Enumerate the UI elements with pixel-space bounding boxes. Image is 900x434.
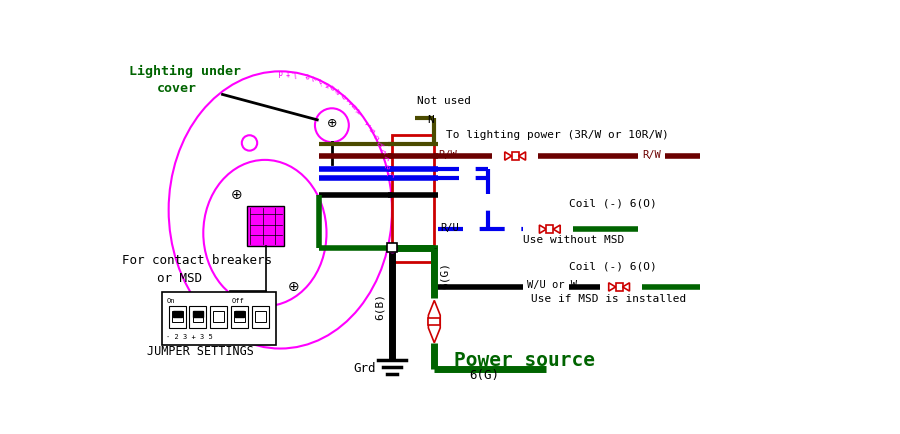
Text: o: o [328,82,336,92]
Bar [235,311,244,317]
Bar [211,306,227,328]
Text: 6(G): 6(G) [469,369,499,382]
Text: i: i [316,75,323,85]
Text: e: e [303,70,310,80]
Text: t: t [321,78,329,88]
Bar [546,225,554,233]
Bar [392,135,435,262]
Text: · 2 3 + 3 5: · 2 3 + 3 5 [166,333,212,339]
Text: Off: Off [232,298,245,304]
Text: o: o [338,90,347,100]
Text: N: N [428,115,434,125]
Bar [173,311,182,317]
Bar [248,206,284,246]
Text: Lighting under: Lighting under [129,65,240,78]
Text: d: d [278,67,283,76]
Text: ⊕: ⊕ [327,117,338,130]
Text: On: On [167,298,176,304]
Bar [163,293,276,345]
Text: cover: cover [158,82,197,95]
Text: Grd: Grd [354,362,376,375]
Text: b: b [374,139,383,148]
Bar [252,306,269,328]
Text: u: u [348,100,358,110]
Text: r: r [379,155,389,162]
Bar [231,306,248,328]
Text: W/U or W: W/U or W [526,280,577,290]
Bar [193,311,203,322]
Text: Power source: Power source [454,351,595,370]
Text: L: L [291,68,296,77]
Text: C: C [383,171,393,178]
Text: For contact breakers: For contact breakers [122,254,273,267]
Text: 6(G): 6(G) [440,262,450,289]
Text: Coil (-) 6(O): Coil (-) 6(O) [569,198,657,208]
Bar [213,311,224,322]
Text: 6(B): 6(B) [374,293,384,320]
Text: JUMPER SETTINGS: JUMPER SETTINGS [147,345,254,358]
Bar [189,306,206,328]
Bar [512,152,518,160]
Text: Use without MSD: Use without MSD [523,235,624,245]
Text: t: t [284,67,290,76]
Text: R/W: R/W [438,150,457,160]
Text: Not used: Not used [417,96,471,106]
Bar [428,318,440,325]
Text: or MSD: or MSD [158,272,202,285]
Text: R/U: R/U [440,223,459,233]
Text: t: t [344,95,353,105]
Bar [255,311,266,322]
Text: m: m [333,85,342,96]
Text: ⊕: ⊕ [230,187,242,201]
Bar [172,311,183,322]
Bar [616,283,623,291]
Bar [387,243,397,252]
Text: i: i [363,118,373,128]
Text: A: A [354,106,363,115]
Text: e: e [382,163,392,170]
Text: Coil (-) 6(O): Coil (-) 6(O) [569,262,657,272]
Text: r: r [376,147,386,155]
Text: To lighting power (3R/W or 10R/W): To lighting power (3R/W or 10R/W) [446,130,669,140]
Text: Use if MSD is installed: Use if MSD is installed [530,294,686,304]
Text: v: v [310,72,317,82]
Text: o: o [370,132,380,141]
Bar [194,311,202,317]
Bar [234,311,245,322]
Text: n: n [366,125,376,134]
Text: ⊕: ⊕ [288,280,299,294]
Bar [168,306,185,328]
Text: R/W: R/W [643,150,661,160]
